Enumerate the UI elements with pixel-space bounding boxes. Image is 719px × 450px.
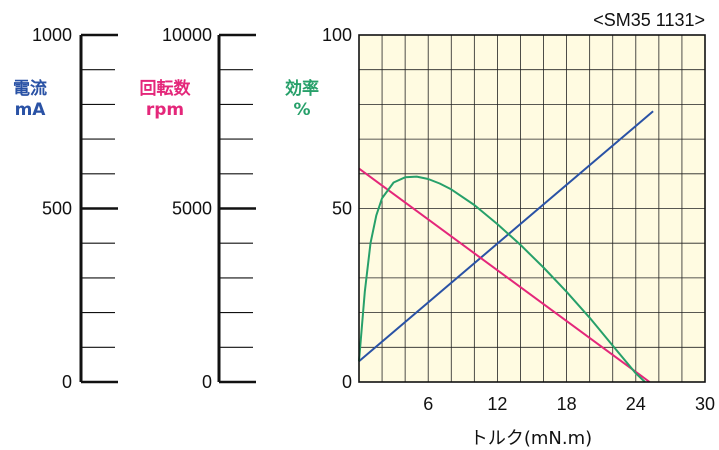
x-axis-label: トルク(mN.m) xyxy=(470,428,592,449)
speed-axis-unit: rpm xyxy=(146,100,184,120)
x-tick-label: 12 xyxy=(487,394,507,414)
x-tick-label: 24 xyxy=(626,394,646,414)
plot-frame xyxy=(358,34,706,383)
efficiency-series-line xyxy=(358,175,646,383)
speed-tick-label: 10000 xyxy=(162,25,212,45)
efficiency-tick-label: 100 xyxy=(322,25,352,45)
current-axis: 0 500 1000 xyxy=(32,25,118,392)
efficiency-axis: 0 50 100 xyxy=(322,25,352,392)
efficiency-axis-unit: % xyxy=(293,100,310,120)
x-tick-label: 18 xyxy=(557,394,577,414)
chart-title: <SM35 1131> xyxy=(593,10,705,30)
speed-axis: 0 5000 10000 xyxy=(162,25,256,392)
x-axis-ticks: 6 12 18 24 30 xyxy=(423,394,715,414)
current-tick-label: 1000 xyxy=(32,25,72,45)
speed-tick-label: 5000 xyxy=(172,199,212,219)
speed-series-line xyxy=(358,167,651,383)
current-tick-label: 500 xyxy=(42,199,72,219)
efficiency-axis-label: 効率 xyxy=(285,78,319,99)
current-axis-label: 電流 xyxy=(13,78,47,99)
current-series-line xyxy=(358,110,654,362)
efficiency-tick-label: 50 xyxy=(332,199,352,219)
x-tick-label: 6 xyxy=(423,394,433,414)
current-tick-label: 0 xyxy=(62,372,72,392)
series-group xyxy=(358,110,654,383)
grid xyxy=(359,35,705,382)
x-tick-label: 30 xyxy=(695,394,715,414)
current-axis-unit: mA xyxy=(15,100,47,120)
speed-axis-label: 回転数 xyxy=(140,78,192,99)
efficiency-tick-label: 0 xyxy=(342,372,352,392)
speed-tick-label: 0 xyxy=(202,372,212,392)
